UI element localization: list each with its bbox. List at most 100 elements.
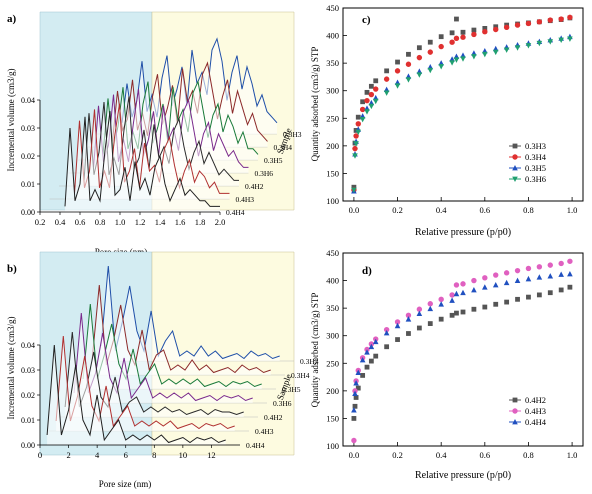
point: [460, 281, 466, 287]
y-tick-label: 0.00: [21, 441, 35, 450]
point: [353, 395, 359, 400]
point: [514, 22, 521, 28]
point: [449, 39, 455, 45]
sample-label: 0.4H4: [246, 441, 265, 450]
point: [482, 51, 488, 58]
panel-c-axes: 0.0 0.2 0.4 0.6 0.8 1.0 100 150 200 250 300 350 400 4…: [326, 3, 577, 215]
point: [453, 57, 460, 63]
point: [536, 292, 542, 298]
point: [454, 16, 459, 22]
point: [364, 97, 370, 104]
point: [558, 16, 564, 22]
panel-c: c) 0.0 0.2 0.4 0.6 0.8 1.0 100 150 200 250 300 350 4…: [310, 3, 584, 238]
panel-c-frame: [342, 7, 584, 202]
y-tick-label: 350: [326, 303, 339, 313]
point: [364, 364, 370, 370]
point: [373, 86, 379, 92]
series-fill-0.4H4: [47, 345, 226, 445]
point: [405, 61, 412, 67]
sample-label: 0.3H4: [274, 143, 293, 152]
point: [471, 54, 477, 60]
point: [416, 310, 423, 317]
series-line-0.4H4: [64, 111, 220, 207]
point: [558, 271, 564, 277]
point: [359, 356, 366, 363]
series-line-0.4H3: [74, 103, 230, 194]
point: [536, 40, 543, 47]
x-tick-label: 12: [207, 450, 216, 460]
point: [567, 284, 573, 290]
x-tick-label: 0.4: [436, 450, 447, 460]
panel-b-ylabel: Incremental volume (cm3/g): [6, 317, 16, 420]
point: [567, 258, 573, 264]
point: [406, 331, 411, 336]
point: [438, 64, 444, 70]
legend-label: 0.4H2: [525, 395, 546, 405]
point: [395, 59, 400, 65]
sample-label: 0.4H4: [226, 208, 245, 217]
point: [493, 301, 499, 307]
point: [503, 24, 510, 30]
point: [405, 316, 412, 322]
x-tick-label: 6: [124, 450, 128, 460]
point: [460, 29, 466, 35]
y-tick-label: 250: [326, 113, 339, 123]
sample-label: 0.3H5: [264, 156, 283, 165]
point: [384, 68, 390, 74]
sample-label: 0.3H6: [273, 399, 292, 408]
point: [471, 277, 477, 284]
point: [514, 45, 521, 51]
y-tick-label: 0.02: [21, 391, 35, 400]
point: [453, 282, 460, 288]
panel-b-xlabel: Pore size (nm): [99, 479, 151, 489]
point: [394, 319, 401, 325]
series-line-0.3H6: [73, 312, 253, 402]
point: [353, 133, 359, 139]
point: [355, 369, 362, 376]
x-tick-label: 1.8: [195, 217, 206, 227]
panel-c-xlabel: Relative pressure (p/p0): [415, 227, 511, 238]
point: [355, 129, 362, 136]
point: [558, 37, 564, 43]
point: [525, 275, 532, 282]
x-tick-label: 1.4: [155, 217, 166, 227]
point: [536, 274, 543, 280]
series-line-0.3H5: [82, 303, 262, 388]
legend-label: 0.4H4: [525, 417, 547, 427]
x-tick-label: 0.2: [35, 217, 46, 227]
point: [438, 34, 444, 40]
series-0.4H2: [351, 284, 573, 421]
point: [394, 322, 401, 329]
point: [383, 76, 390, 82]
y-tick-label: 0.04: [21, 96, 35, 105]
point: [567, 270, 573, 277]
point: [453, 290, 460, 297]
x-tick-label: 1.0: [567, 450, 578, 460]
point: [460, 34, 466, 40]
y-tick-label: 250: [326, 358, 339, 368]
legend-marker: [512, 165, 518, 171]
sample-label: 0.3H6: [255, 169, 274, 178]
point: [493, 24, 499, 30]
y-tick-label: 0.01: [21, 416, 35, 425]
point: [438, 301, 444, 307]
point: [438, 316, 444, 322]
x-tick-label: 0.8: [523, 205, 534, 215]
point: [558, 287, 564, 293]
panel-a-label: a): [7, 13, 17, 25]
point: [364, 349, 370, 355]
point: [471, 31, 477, 38]
point: [515, 296, 520, 302]
point: [525, 20, 532, 27]
point: [493, 272, 499, 278]
panel-d: d) 0.0 0.2 0.4 0.6 0.8 1.0 100 150 200 250 300 350 4…: [310, 248, 584, 481]
y-tick-label: 300: [326, 86, 339, 96]
sample-label: 0.4H2: [245, 182, 264, 191]
series-line-0.3H4: [91, 284, 271, 374]
panel-d-ylabel: Quantity adsorbed (cm3/g) STP: [310, 293, 320, 408]
series-0.4H4: [351, 270, 573, 413]
point: [453, 35, 460, 42]
point: [547, 262, 553, 268]
point: [427, 49, 433, 55]
